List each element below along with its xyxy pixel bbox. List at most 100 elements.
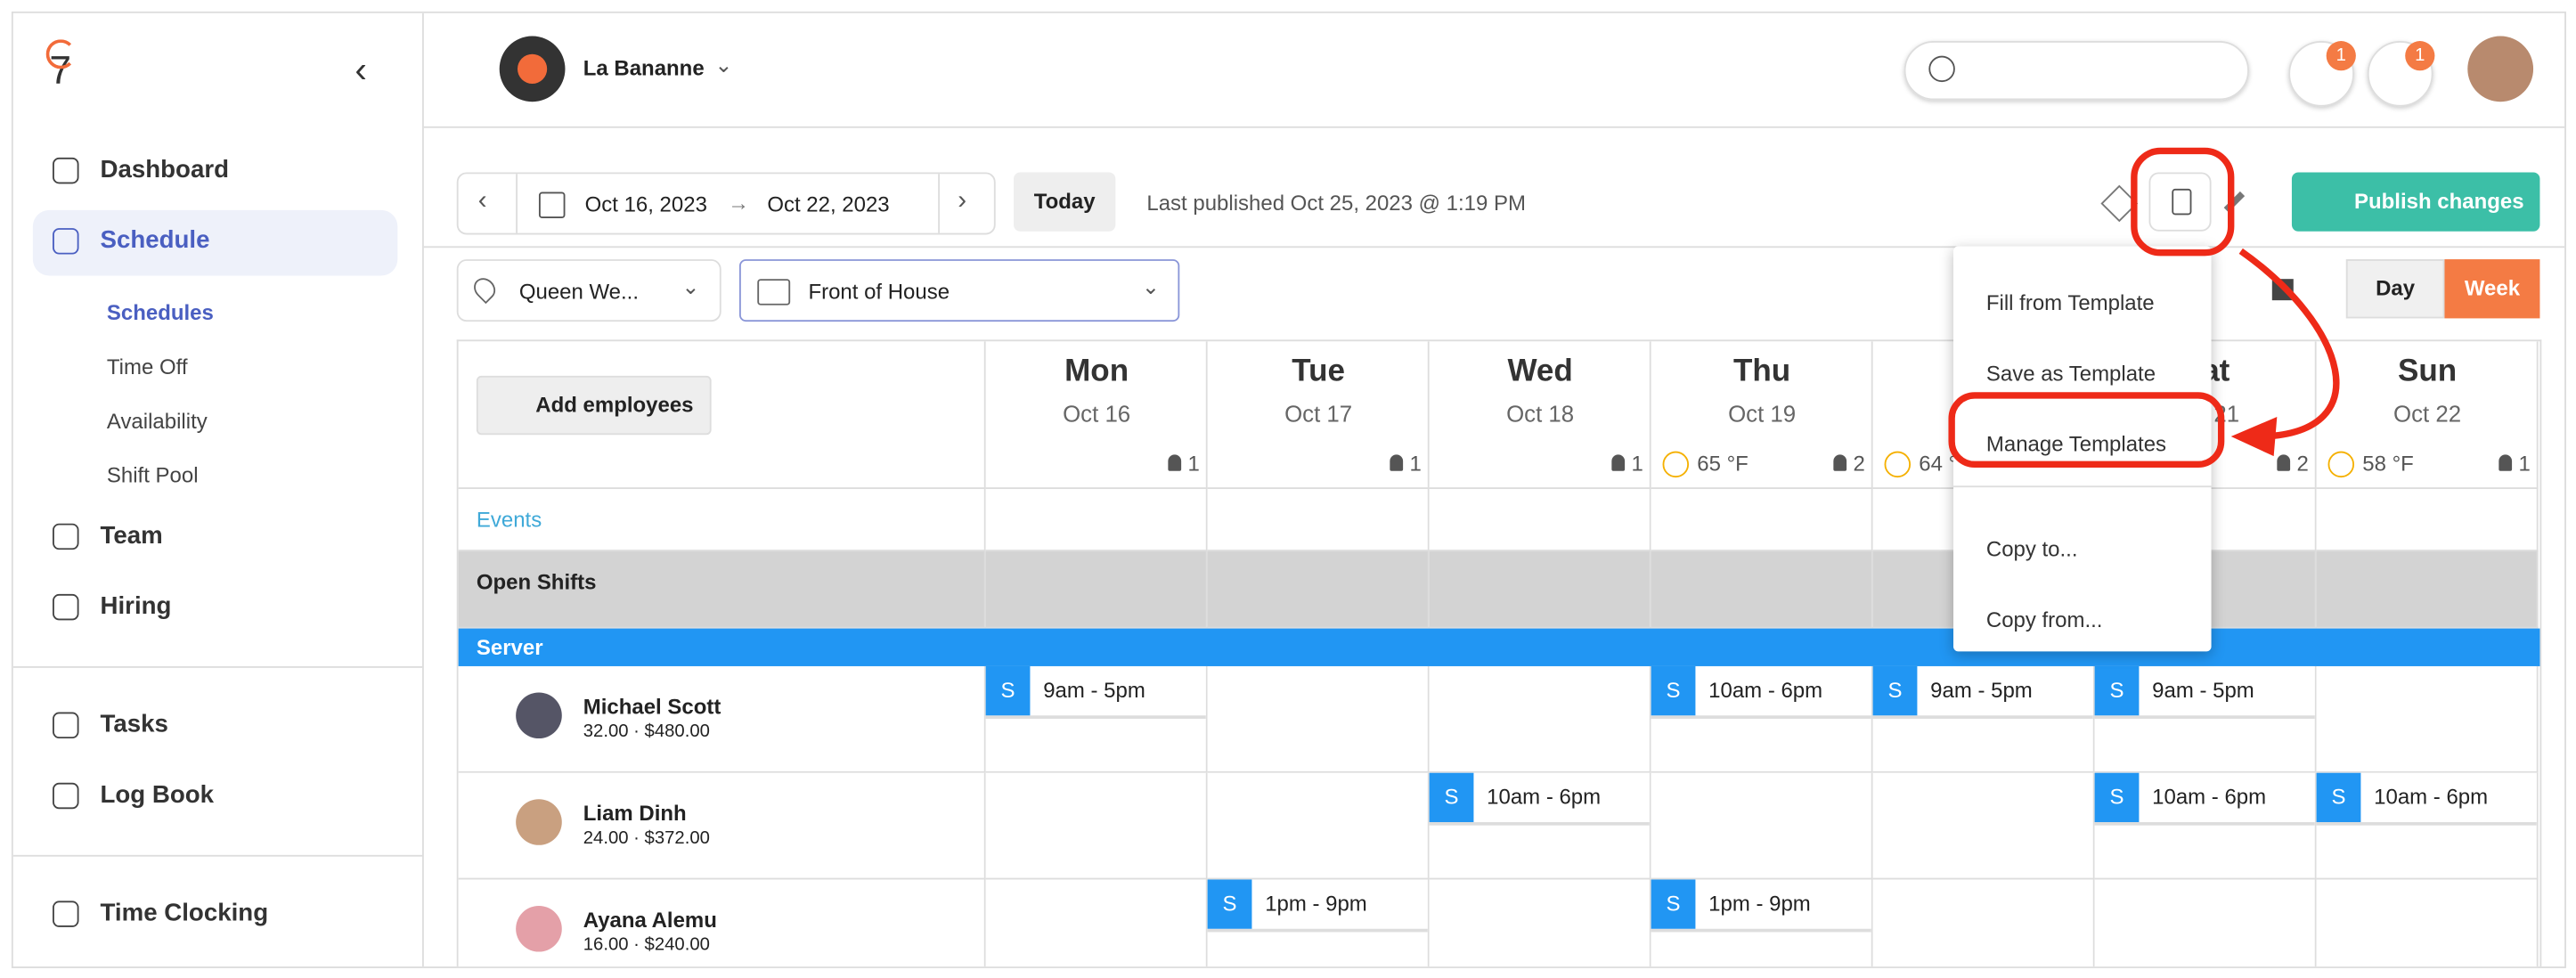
staff-icon bbox=[1611, 454, 1626, 471]
caret: ⌄ bbox=[681, 273, 700, 299]
shift[interactable]: S 1pm - 9pm bbox=[1207, 879, 1428, 933]
menu-item[interactable]: Fill from Template bbox=[1985, 290, 2155, 315]
announcements-button[interactable] bbox=[2288, 41, 2355, 107]
dropdown-caret: ⌄ bbox=[714, 52, 733, 77]
next-week[interactable]: › bbox=[958, 187, 967, 216]
nav-item[interactable]: Log Book bbox=[100, 780, 215, 810]
publish-button[interactable]: Publish changes bbox=[2291, 172, 2540, 232]
department-value: Front of House bbox=[808, 279, 950, 304]
add-employees[interactable]: Add employees bbox=[476, 375, 712, 436]
weather-icon bbox=[2327, 451, 2355, 478]
nav-item[interactable]: Time Clocking bbox=[100, 899, 269, 927]
row-cell bbox=[985, 489, 1208, 552]
employee-name[interactable]: Ayana Alemu bbox=[583, 907, 717, 933]
org-icon bbox=[757, 279, 791, 306]
shift-badge: S bbox=[1207, 879, 1252, 929]
shift[interactable]: S 1pm - 9pm bbox=[1651, 879, 1871, 933]
shift[interactable]: S 9am - 5pm bbox=[1872, 665, 2093, 719]
row-name-cell bbox=[458, 489, 986, 552]
sidebar: 7 ‹ Dashboard Schedule Team Hiring Tasks Log … bbox=[12, 12, 424, 967]
week-view[interactable]: Week bbox=[2444, 259, 2540, 319]
subnav-item[interactable]: Schedules bbox=[106, 300, 214, 325]
events-label[interactable]: Events bbox=[476, 507, 542, 532]
day-name: Wed bbox=[1507, 354, 1573, 389]
location-name[interactable]: La Bananne bbox=[583, 55, 705, 81]
shift-time: 10am - 6pm bbox=[1708, 677, 1823, 703]
menu-item[interactable]: Save as Template bbox=[1985, 361, 2156, 386]
shift-badge: S bbox=[1651, 879, 1696, 929]
day-header bbox=[1651, 341, 1873, 490]
copy-button[interactable] bbox=[2148, 172, 2212, 232]
nav-icon bbox=[53, 593, 79, 621]
date-end[interactable]: Oct 22, 2023 bbox=[767, 192, 890, 217]
employee-name[interactable]: Michael Scott bbox=[583, 694, 721, 719]
location-filter[interactable]: Queen We... ⌄ bbox=[456, 259, 721, 322]
subnav-item[interactable]: Time Off bbox=[106, 354, 188, 379]
row-cell bbox=[985, 772, 1208, 880]
staff-count: 1 bbox=[1187, 451, 1200, 477]
location-value: Queen We... bbox=[518, 279, 640, 304]
row-cell bbox=[1207, 551, 1430, 629]
shift-badge: S bbox=[1872, 665, 1918, 716]
department-filter[interactable]: Front of House ⌄ bbox=[738, 259, 1180, 322]
employee-pay: 32.00 · $480.00 bbox=[583, 721, 710, 742]
staff-count: 1 bbox=[1409, 451, 1422, 477]
template-menu: Fill from Template Save as Template Manage… bbox=[1952, 246, 2212, 652]
nav-item[interactable]: Tasks bbox=[100, 710, 168, 739]
subnav-item[interactable]: Shift Pool bbox=[106, 462, 199, 488]
staff-icon bbox=[1833, 454, 1847, 471]
staff-count: 1 bbox=[1631, 451, 1643, 477]
collapse-button[interactable]: ‹ bbox=[355, 49, 367, 91]
prev-week[interactable]: ‹ bbox=[477, 187, 487, 216]
row-cell bbox=[1872, 772, 2095, 880]
user-avatar[interactable] bbox=[2467, 36, 2534, 102]
day-date: Oct 16 bbox=[1063, 400, 1131, 427]
search-box[interactable] bbox=[1903, 41, 2249, 101]
nav-item[interactable]: Hiring bbox=[100, 592, 172, 621]
staff-icon bbox=[2277, 454, 2291, 471]
header: La Bananne ⌄ 1 1 bbox=[423, 13, 2565, 128]
shift[interactable]: S 10am - 6pm bbox=[2316, 772, 2537, 826]
nav-icon bbox=[53, 782, 79, 810]
day-header bbox=[1207, 341, 1430, 490]
shift[interactable]: S 9am - 5pm bbox=[985, 665, 1206, 719]
shift-time: 9am - 5pm bbox=[1043, 677, 1145, 703]
row-cell bbox=[1651, 772, 1873, 880]
nav-item[interactable]: Dashboard bbox=[100, 156, 230, 184]
messages-button[interactable] bbox=[2367, 41, 2433, 107]
day-view[interactable]: Day bbox=[2345, 259, 2445, 319]
subnav-item[interactable]: Availability bbox=[106, 408, 208, 434]
nav-icon bbox=[53, 712, 79, 739]
sep bbox=[938, 174, 940, 233]
arrow-line bbox=[2238, 248, 2340, 440]
menu-item[interactable]: Manage Templates bbox=[1985, 431, 2167, 457]
date-range: ‹ Oct 16, 2023 → Oct 22, 2023 › bbox=[456, 172, 996, 235]
row-cell bbox=[1651, 551, 1873, 629]
shift[interactable]: S 9am - 5pm bbox=[2094, 665, 2315, 719]
date-start[interactable]: Oct 16, 2023 bbox=[584, 192, 707, 217]
sep bbox=[516, 174, 518, 233]
shift-badge: S bbox=[1429, 772, 1474, 822]
location-avatar bbox=[499, 36, 566, 102]
shift[interactable]: S 10am - 6pm bbox=[1651, 665, 1871, 719]
nav-item[interactable]: Team bbox=[100, 521, 163, 550]
staff-icon bbox=[1390, 454, 1404, 471]
shift[interactable]: S 10am - 6pm bbox=[2094, 772, 2315, 826]
day-name: Sun bbox=[2397, 354, 2458, 389]
staff-count: 2 bbox=[1853, 451, 1865, 477]
row-cell bbox=[2316, 489, 2539, 552]
today-button[interactable]: Today bbox=[1013, 172, 1116, 232]
menu-item[interactable]: Copy to... bbox=[1985, 536, 2078, 562]
staff-count: 2 bbox=[2296, 451, 2309, 477]
caret: ⌄ bbox=[1141, 273, 1160, 299]
shift[interactable]: S 10am - 6pm bbox=[1429, 772, 1650, 826]
employee-pay: 24.00 · $372.00 bbox=[583, 828, 710, 849]
employee-name[interactable]: Liam Dinh bbox=[583, 801, 687, 826]
menu-item[interactable]: Copy from... bbox=[1985, 607, 2103, 632]
nav-item[interactable]: Schedule bbox=[100, 226, 210, 255]
day-date: Oct 19 bbox=[1728, 400, 1797, 427]
logo-ring bbox=[45, 39, 76, 69]
nav-icon bbox=[53, 901, 79, 927]
